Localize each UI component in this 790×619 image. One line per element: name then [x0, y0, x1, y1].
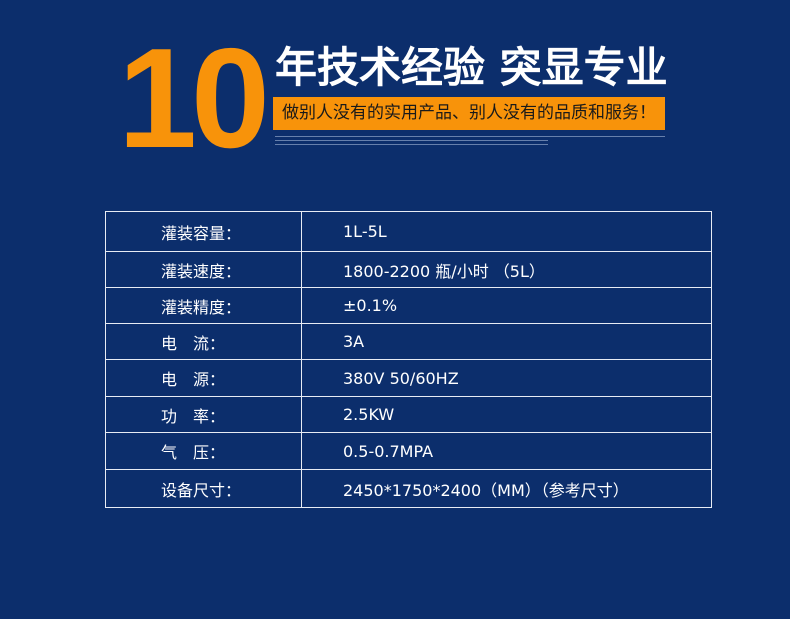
- spec-value: 0.5-0.7MPA: [301, 432, 712, 470]
- spec-row: 灌装容量： 1L-5L: [105, 211, 712, 252]
- spec-label: 气 压：: [105, 432, 302, 470]
- years-number: 10: [118, 19, 270, 178]
- spec-value: 380V 50/60HZ: [301, 359, 712, 397]
- spec-value: 3A: [301, 323, 712, 360]
- spec-label: 设备尺寸：: [105, 469, 302, 508]
- spec-value: 1800-2200 瓶/小时 （5L）: [301, 251, 712, 288]
- slogan-banner: 做别人没有的实用产品、别人没有的品质和服务！: [273, 97, 665, 130]
- spec-label: 电 源：: [105, 359, 302, 397]
- decorative-fine-text: [275, 136, 665, 148]
- spec-row: 灌装速度： 1800-2200 瓶/小时 （5L）: [105, 251, 712, 288]
- spec-label: 电 流：: [105, 323, 302, 360]
- spec-value: 1L-5L: [301, 211, 712, 252]
- spec-row: 设备尺寸： 2450*1750*2400（MM）（参考尺寸）: [105, 469, 712, 508]
- spec-value: ±0.1%: [301, 287, 712, 324]
- spec-row: 电 源： 380V 50/60HZ: [105, 359, 712, 397]
- spec-row: 电 流： 3A: [105, 323, 712, 360]
- spec-label: 灌装容量：: [105, 211, 302, 252]
- spec-value: 2.5KW: [301, 396, 712, 433]
- spec-row: 气 压： 0.5-0.7MPA: [105, 432, 712, 470]
- spec-row: 灌装精度： ±0.1%: [105, 287, 712, 324]
- spec-value: 2450*1750*2400（MM）（参考尺寸）: [301, 469, 712, 508]
- spec-row: 功 率： 2.5KW: [105, 396, 712, 433]
- spec-label: 灌装精度：: [105, 287, 302, 324]
- spec-label: 灌装速度：: [105, 251, 302, 288]
- headline: 年技术经验 突显专业: [275, 43, 668, 92]
- spec-label: 功 率：: [105, 396, 302, 433]
- spec-table: 灌装容量： 1L-5L 灌装速度： 1800-2200 瓶/小时 （5L） 灌装精度： ±…: [105, 211, 712, 508]
